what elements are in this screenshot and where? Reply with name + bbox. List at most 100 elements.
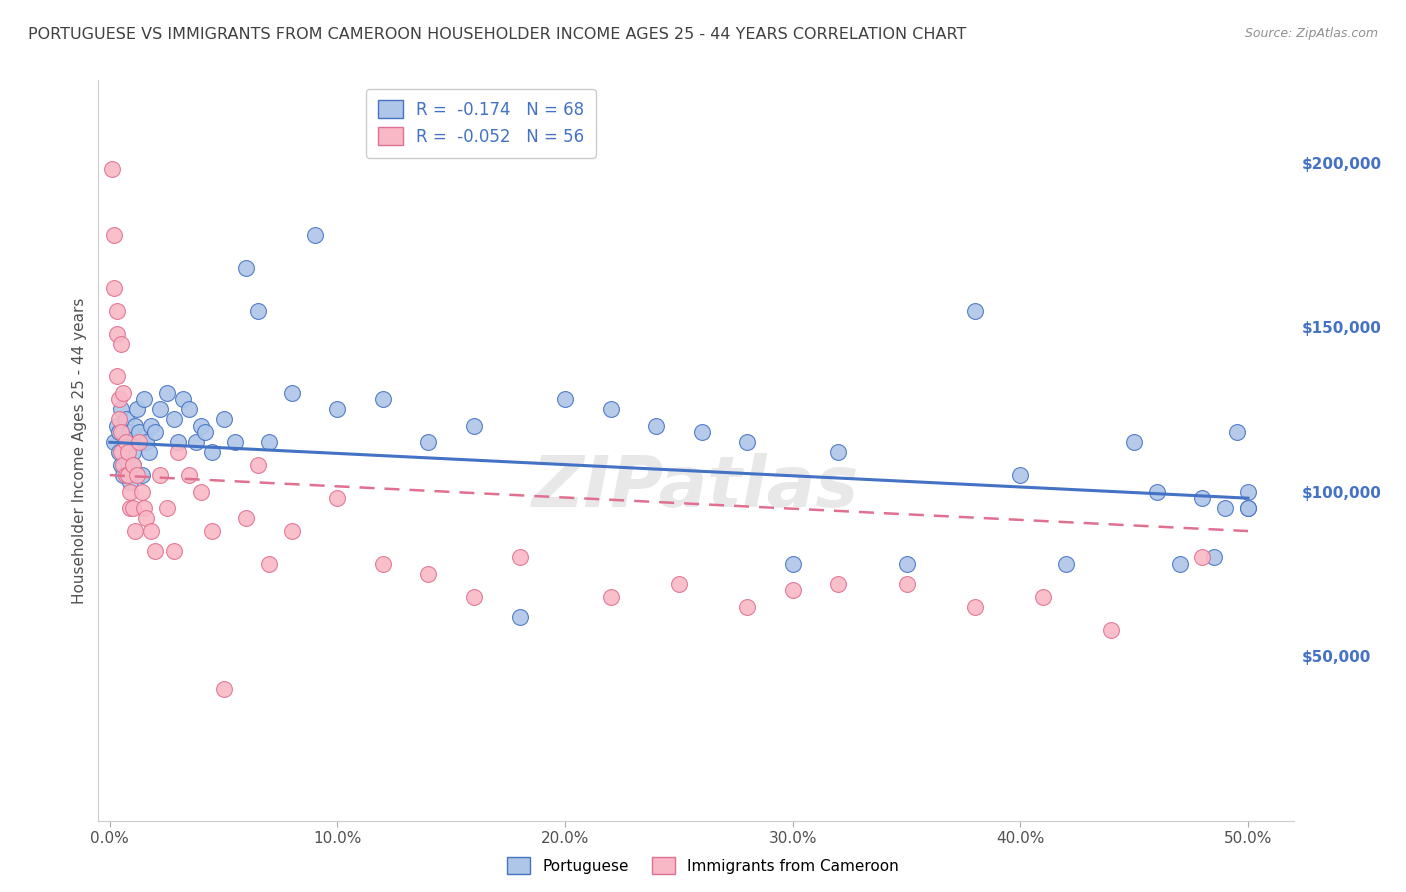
Point — [599, 402, 621, 417]
Point — [131, 484, 153, 499]
Point — [896, 576, 918, 591]
Point — [110, 445, 132, 459]
Point — [1099, 623, 1122, 637]
Point — [149, 402, 172, 417]
Point — [782, 583, 804, 598]
Text: Source: ZipAtlas.com: Source: ZipAtlas.com — [1244, 27, 1378, 40]
Point — [1032, 590, 1054, 604]
Point — [121, 445, 143, 459]
Point — [668, 576, 690, 591]
Point — [120, 475, 142, 489]
Point — [139, 418, 162, 433]
Point — [132, 501, 155, 516]
Point — [735, 599, 758, 614]
Point — [1168, 557, 1191, 571]
Point — [246, 458, 269, 473]
Point — [257, 435, 280, 450]
Point — [554, 392, 576, 407]
Point — [963, 303, 986, 318]
Point — [827, 445, 849, 459]
Point — [179, 468, 201, 483]
Point — [110, 402, 132, 417]
Point — [463, 418, 485, 433]
Point — [117, 445, 139, 459]
Point — [257, 557, 280, 571]
Point — [156, 501, 179, 516]
Point — [127, 402, 149, 417]
Point — [121, 501, 143, 516]
Point — [645, 418, 668, 433]
Point — [418, 435, 440, 450]
Point — [108, 412, 131, 426]
Point — [1054, 557, 1077, 571]
Point — [131, 468, 153, 483]
Point — [112, 468, 135, 483]
Point — [105, 326, 128, 341]
Point — [1123, 435, 1146, 450]
Point — [690, 425, 713, 440]
Y-axis label: Householder Income Ages 25 - 44 years: Householder Income Ages 25 - 44 years — [72, 297, 87, 604]
Legend: R =  -0.174   N = 68, R =  -0.052   N = 56: R = -0.174 N = 68, R = -0.052 N = 56 — [366, 88, 596, 158]
Point — [201, 445, 224, 459]
Point — [167, 445, 190, 459]
Point — [735, 435, 758, 450]
Point — [201, 524, 224, 538]
Point — [599, 590, 621, 604]
Point — [1010, 468, 1032, 483]
Point — [1191, 550, 1213, 565]
Point — [235, 511, 257, 525]
Point — [112, 458, 135, 473]
Point — [179, 402, 201, 417]
Point — [190, 418, 212, 433]
Point — [186, 435, 208, 450]
Text: ZIPatlas: ZIPatlas — [533, 453, 859, 522]
Point — [304, 227, 326, 242]
Point — [281, 524, 304, 538]
Point — [156, 385, 179, 400]
Point — [224, 435, 246, 450]
Point — [963, 599, 986, 614]
Point — [190, 484, 212, 499]
Point — [827, 576, 849, 591]
Point — [1213, 501, 1236, 516]
Point — [371, 392, 394, 407]
Point — [418, 566, 440, 581]
Point — [103, 435, 125, 450]
Point — [110, 336, 132, 351]
Point — [108, 445, 131, 459]
Point — [105, 418, 128, 433]
Point — [120, 425, 142, 440]
Point — [212, 681, 235, 696]
Point — [509, 609, 531, 624]
Point — [103, 227, 125, 242]
Point — [235, 260, 257, 275]
Point — [139, 524, 162, 538]
Point — [120, 484, 142, 499]
Point — [143, 544, 166, 558]
Point — [782, 557, 804, 571]
Point — [105, 303, 128, 318]
Point — [212, 412, 235, 426]
Point — [194, 425, 217, 440]
Point — [246, 303, 269, 318]
Point — [167, 435, 190, 450]
Point — [135, 435, 157, 450]
Point — [371, 557, 394, 571]
Point — [112, 425, 135, 440]
Point — [114, 435, 136, 450]
Point — [1202, 550, 1225, 565]
Point — [121, 458, 143, 473]
Point — [326, 491, 349, 505]
Point — [124, 418, 146, 433]
Point — [110, 458, 132, 473]
Point — [114, 451, 136, 466]
Point — [117, 458, 139, 473]
Point — [1146, 484, 1168, 499]
Point — [128, 425, 150, 440]
Point — [101, 162, 124, 177]
Point — [149, 468, 172, 483]
Point — [117, 435, 139, 450]
Point — [132, 392, 155, 407]
Point — [127, 468, 149, 483]
Point — [121, 458, 143, 473]
